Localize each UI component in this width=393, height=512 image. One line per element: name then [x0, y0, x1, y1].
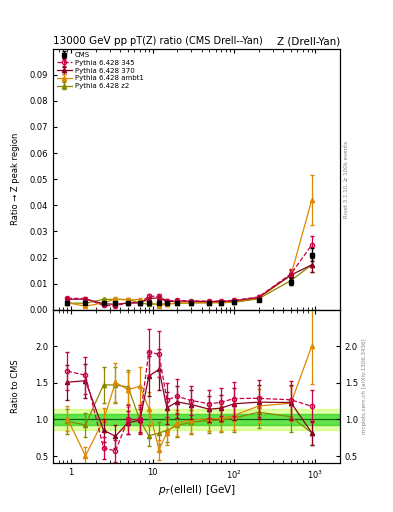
Y-axis label: mcplots.cern.ch [arXiv:1306.3436]: mcplots.cern.ch [arXiv:1306.3436]: [362, 339, 367, 434]
Y-axis label: Ratio to CMS: Ratio to CMS: [11, 360, 20, 413]
Bar: [53, 409, 340, 431]
Text: 13000 GeV pp: 13000 GeV pp: [53, 36, 127, 46]
Bar: [53, 414, 340, 424]
Text: pT(Z) ratio (CMS Drell--Yan): pT(Z) ratio (CMS Drell--Yan): [130, 36, 263, 46]
Y-axis label: Ratio → Z peak region: Ratio → Z peak region: [11, 133, 20, 225]
Text: Z (Drell-Yan): Z (Drell-Yan): [277, 36, 340, 46]
Legend: CMS, Pythia 6.428 345, Pythia 6.428 370, Pythia 6.428 ambt1, Pythia 6.428 z2: CMS, Pythia 6.428 345, Pythia 6.428 370,…: [55, 51, 145, 91]
X-axis label: $p_T$(ellell) [GeV]: $p_T$(ellell) [GeV]: [158, 483, 235, 497]
Y-axis label: Rivet 3.1.10, ≥ 100k events: Rivet 3.1.10, ≥ 100k events: [344, 141, 349, 218]
